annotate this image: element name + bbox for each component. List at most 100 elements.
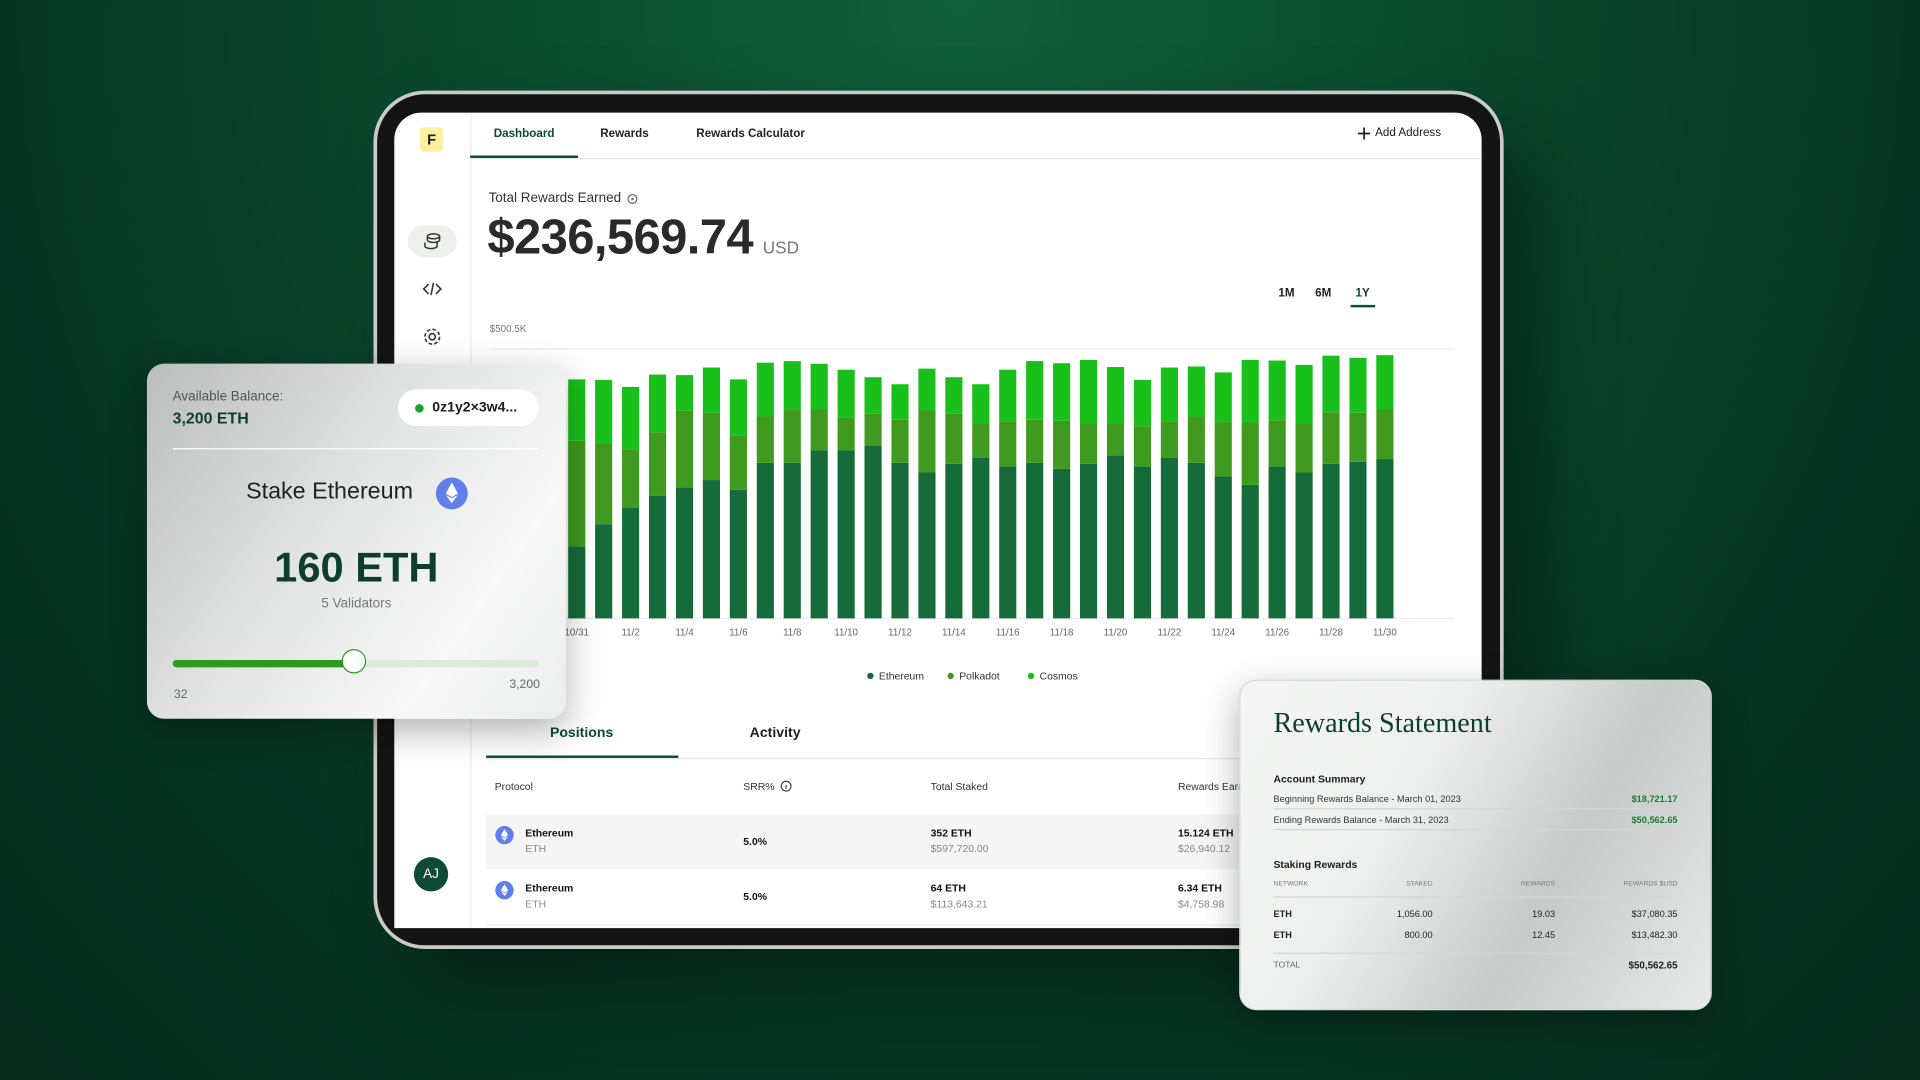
icon-settings[interactable] [421, 326, 443, 348]
legend-label: Polkadot [959, 672, 1000, 683]
bar-segment [1080, 423, 1098, 464]
bar-segment [729, 379, 747, 436]
range-button[interactable]: 1M [1278, 286, 1295, 300]
bar-segment [675, 487, 694, 619]
slider-thumb[interactable] [341, 648, 367, 674]
srr-value: 5.0% [743, 890, 767, 903]
statement-cell: ETH [1273, 908, 1292, 920]
bar-segment [1322, 355, 1340, 413]
bar-segment [756, 362, 774, 417]
nav-active-underline [470, 155, 578, 158]
bar-segment [1187, 416, 1205, 463]
bar-segment [972, 457, 990, 619]
bar-segment [1241, 360, 1259, 423]
statement-cell: ETH [1273, 929, 1292, 941]
range-button[interactable]: 1Y [1355, 286, 1370, 300]
slider-max: 3,200 [509, 678, 540, 692]
icon-code[interactable] [421, 278, 443, 300]
bar-segment [1295, 364, 1313, 424]
bar-segment [1349, 412, 1367, 462]
bar-segment [1214, 422, 1232, 477]
bar-segment [783, 361, 801, 411]
statement-header-divider [1273, 896, 1679, 898]
bar-segment [595, 443, 613, 525]
bar-segment [595, 379, 613, 444]
legend-swatch [867, 672, 874, 680]
card-divider [172, 448, 539, 450]
bar-segment [675, 375, 694, 411]
protocol-symbol: ETH [525, 897, 547, 910]
bar-segment [1187, 462, 1205, 619]
rewards-usd: $26,940.12 [1177, 842, 1231, 855]
statement-column-header: REWARDS $USD [1623, 880, 1678, 888]
bar-segment [1214, 372, 1232, 423]
bar-segment [1053, 468, 1071, 619]
summary-total: $236,569.74 USD [487, 211, 799, 266]
info-icon[interactable] [627, 193, 638, 205]
add-address-button[interactable]: Add Address [1357, 126, 1442, 140]
stake-title: Stake Ethereum [246, 478, 413, 505]
address-pill[interactable]: 0z1y2×3w4... [397, 389, 539, 427]
bar-segment [891, 384, 909, 420]
legend-swatch [947, 672, 954, 680]
bar-segment [810, 450, 828, 619]
range-button[interactable]: 6M [1315, 286, 1332, 300]
bar-segment [1133, 426, 1152, 467]
y-tick-label: $500.5K [490, 324, 527, 335]
positions-tab[interactable]: Positions [549, 726, 614, 741]
bar-segment [918, 472, 936, 619]
bar-segment [1376, 408, 1394, 460]
bar-segment [1026, 361, 1044, 420]
bar-segment [1268, 360, 1286, 421]
bar-segment [729, 489, 747, 619]
bar-segment [1160, 367, 1178, 422]
bar-segment [1295, 423, 1313, 473]
x-tick-label: 11/8 [783, 628, 802, 639]
avatar[interactable]: AJ [413, 857, 449, 892]
statement-column-header: REWARDS [1520, 880, 1556, 888]
logo[interactable]: F [420, 127, 444, 152]
positions-tab-underline [486, 755, 679, 758]
x-tick-label: 11/24 [1211, 628, 1235, 639]
bar-segment [945, 463, 963, 619]
bar-segment [1214, 476, 1232, 619]
bar-segment [1241, 484, 1259, 619]
statement-cell: 800.00 [1404, 929, 1433, 941]
bar-segment [1080, 360, 1098, 424]
icon-coins[interactable] [421, 230, 443, 252]
statement-cell: $13,482.30 [1631, 929, 1678, 941]
eth-icon-glyph [500, 884, 509, 897]
nav-tab[interactable]: Rewards [600, 127, 649, 141]
bar-segment [1268, 466, 1286, 619]
address-text: 0z1y2×3w4... [432, 400, 518, 416]
x-tick-label: 11/2 [621, 628, 639, 639]
slider-fill [172, 660, 356, 668]
total-label: TOTAL [1273, 961, 1301, 970]
balance-label: Available Balance: [172, 389, 284, 405]
tab-divider [486, 757, 1482, 760]
rewards-chart: $500.5K 10/31 11/2 11/4 11/6 11/8 11/10 11/12 11… [489, 324, 1455, 683]
balance-value: 3,200 ETH [172, 408, 249, 428]
bar-segment [999, 421, 1017, 467]
bar-segment [702, 367, 720, 413]
range-active-underline [1350, 304, 1376, 308]
bar-segment [648, 495, 667, 619]
nav-tab[interactable]: Dashboard [493, 127, 555, 141]
legend-label: Cosmos [1040, 672, 1078, 683]
bar-segment [702, 480, 720, 619]
x-tick-label: 11/14 [942, 628, 966, 639]
activity-tab[interactable]: Activity [749, 726, 801, 741]
statement-cell: $37,080.35 [1631, 908, 1678, 920]
summary-amount: $236,569.74 [487, 210, 754, 265]
info-icon[interactable] [780, 780, 792, 792]
eth-icon-glyph [500, 828, 509, 841]
bar-segment [1160, 421, 1178, 458]
bar-segment [1295, 472, 1313, 619]
bar-segment [783, 462, 801, 619]
nav-tab[interactable]: Rewards Calculator [696, 127, 805, 141]
bar-segment [1322, 412, 1340, 464]
column-header: Rewards Earned [1177, 780, 1256, 793]
add-address-label: Add Address [1375, 126, 1442, 140]
